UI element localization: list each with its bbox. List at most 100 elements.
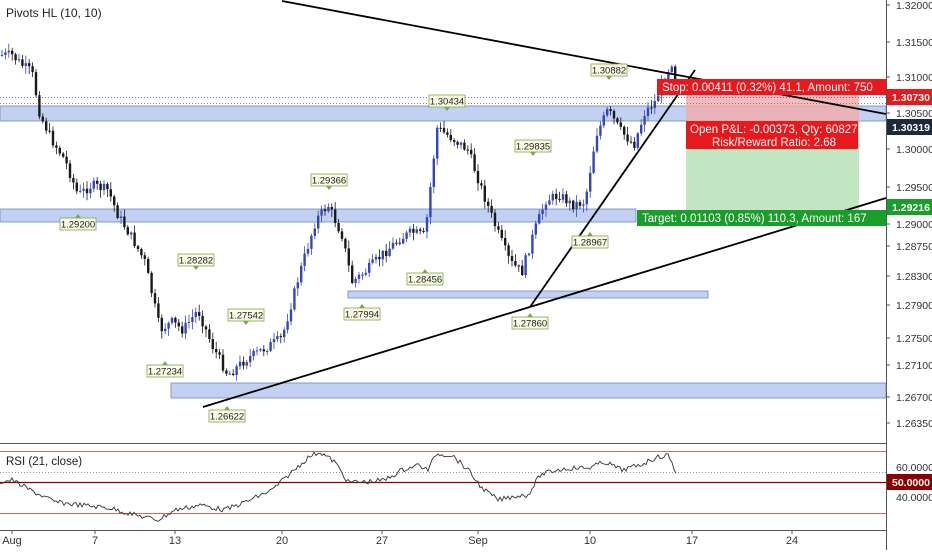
pivot-arrow	[422, 269, 428, 273]
candle-body	[89, 188, 92, 194]
price-tick-label: 1.30500	[896, 108, 932, 120]
price-tick-label: 1.30000	[896, 144, 932, 156]
price-tick-label: 1.27900	[896, 300, 932, 312]
price-tick-label: 1.31500	[896, 37, 932, 49]
price-axis-labels: 1.30730 1.30319 1.29216	[887, 89, 932, 215]
candle-body	[164, 328, 167, 332]
pivot-label: 1.27234	[148, 367, 182, 378]
candle-body	[561, 194, 565, 200]
candle-body	[167, 322, 170, 329]
candle-body	[4, 52, 7, 55]
candle-body	[473, 154, 476, 171]
candle-body	[419, 229, 422, 231]
pivot-arrow	[162, 361, 168, 365]
price-tick-label: 1.26350	[896, 418, 932, 430]
candle-body	[215, 349, 218, 353]
rsi-current-label: 50.0000	[892, 477, 930, 489]
candle-body	[640, 124, 643, 134]
candle-body	[276, 336, 279, 340]
candle-body	[187, 321, 191, 323]
candle-body	[245, 362, 248, 366]
stop-label-box	[657, 79, 886, 95]
rsi-panel: RSI (21, close)	[0, 451, 886, 522]
candle-body	[170, 317, 174, 323]
candle-body	[317, 215, 320, 229]
candle-body	[255, 350, 259, 352]
pivot-arrow	[193, 266, 199, 270]
candle-body	[636, 133, 639, 148]
candle-body	[466, 149, 469, 151]
candle-body	[572, 200, 575, 210]
candle-body	[7, 50, 10, 53]
candle-body	[599, 125, 602, 136]
candle-body	[330, 206, 333, 210]
candle-body	[51, 130, 55, 146]
candle-body	[602, 115, 605, 126]
candle-body	[113, 196, 116, 206]
target-label: Target: 0.01103 (0.85%) 110.3, Amount: 1…	[642, 213, 867, 225]
candle-body	[106, 183, 109, 190]
candle-body	[524, 255, 527, 276]
price-label: 1.30319	[892, 122, 930, 134]
time-tick-label: 24	[786, 535, 798, 547]
candle-body	[612, 111, 616, 119]
candle-body	[538, 214, 541, 224]
candle-body	[402, 238, 405, 244]
price-label-box	[887, 119, 932, 135]
candle-body	[422, 230, 425, 232]
candle-body	[55, 145, 58, 148]
candle-body	[85, 188, 89, 194]
candle-body	[667, 72, 670, 81]
time-tick-label: 7	[92, 535, 98, 547]
descending-trendline	[281, 0, 887, 115]
price-label: 1.30730	[892, 92, 930, 104]
price-tick-label: 1.27100	[896, 360, 932, 372]
pivot-arrow	[359, 304, 365, 308]
candle-body	[650, 107, 653, 109]
candle-body	[439, 127, 442, 129]
rsi-tick-label: 40.0000	[896, 492, 932, 504]
open-label-box	[686, 121, 858, 149]
candle-body	[425, 217, 429, 232]
candle-body	[619, 122, 622, 127]
rising-trendline-short	[529, 69, 696, 308]
candle-body	[514, 261, 517, 266]
candle-body	[395, 242, 398, 244]
candle-body	[119, 216, 123, 218]
candle-body	[191, 317, 194, 322]
candle-body	[412, 228, 415, 233]
candle-body	[517, 265, 520, 267]
price-tick-label: 1.28300	[896, 271, 932, 283]
candle-body	[534, 223, 537, 235]
candle-body	[92, 180, 95, 189]
candle-body	[606, 109, 609, 116]
candle-body	[347, 248, 350, 266]
time-tick-label: 13	[169, 535, 181, 547]
candle-body	[62, 153, 65, 157]
candle-body	[340, 231, 344, 239]
pivot-arrow	[326, 186, 332, 190]
candle-body	[555, 193, 558, 199]
candle-body	[41, 116, 44, 122]
candle-body	[296, 282, 299, 289]
candle-body	[558, 198, 561, 200]
candle-body	[565, 194, 568, 204]
candle-body	[150, 272, 153, 294]
candle-body	[388, 248, 391, 257]
price-label-box	[887, 199, 932, 215]
trendlines	[202, 0, 887, 408]
candle-body	[429, 187, 432, 218]
candle-body	[65, 156, 68, 164]
candle-body	[633, 141, 636, 148]
pivot-label: 1.30434	[430, 97, 464, 108]
candle-body	[116, 205, 119, 218]
price-tick-label: 1.28750	[896, 241, 932, 253]
candle-body	[456, 141, 459, 145]
candle-body	[446, 132, 449, 135]
candle-body	[500, 229, 503, 238]
price-axis: 1.32000 1.31500 1.31000 1.30500 1.30000 1.295…	[886, 0, 932, 430]
candle-body	[449, 134, 452, 141]
candle-body	[354, 278, 357, 283]
candle-body	[575, 202, 578, 210]
